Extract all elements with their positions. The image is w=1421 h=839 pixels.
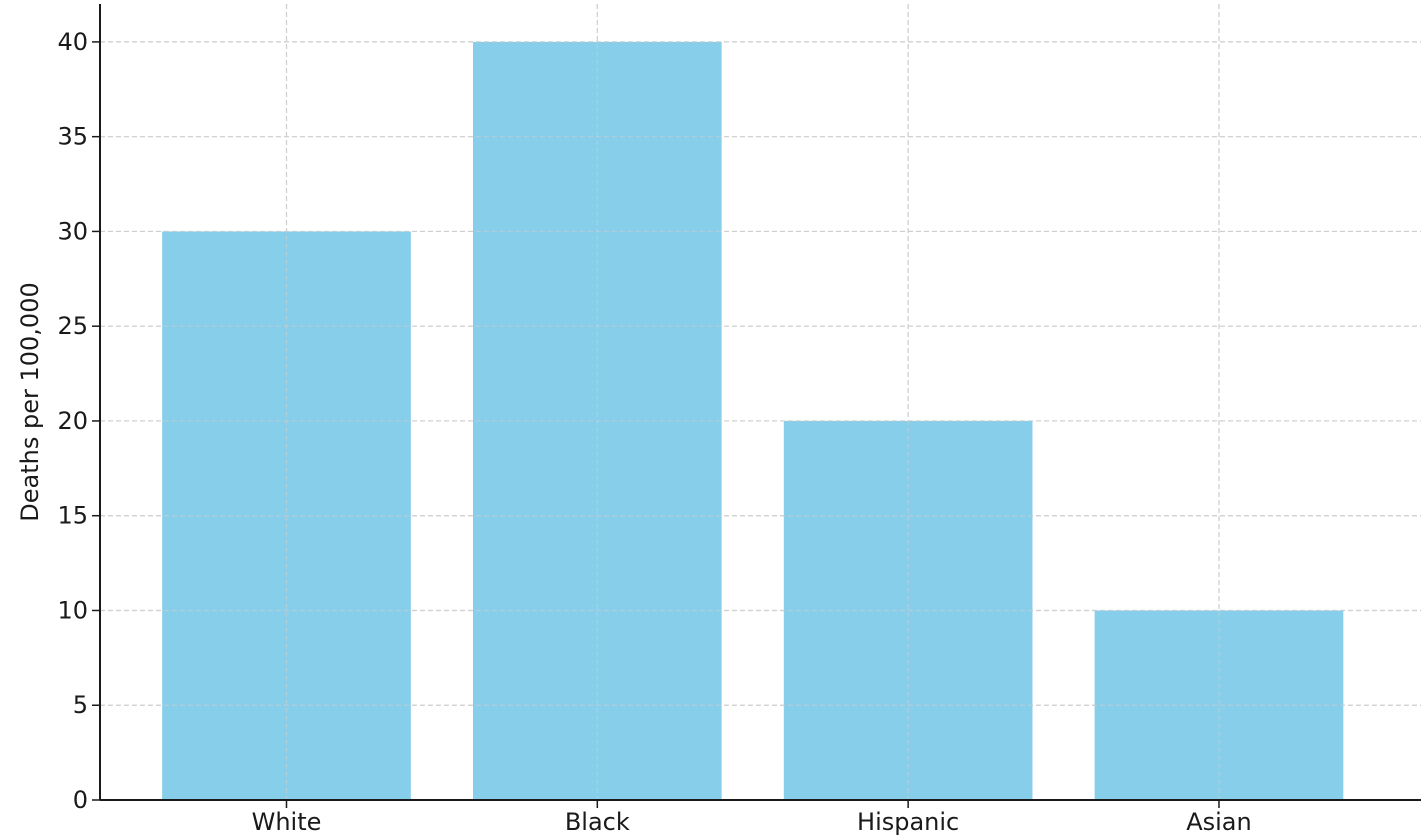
y-tick-label: 20 xyxy=(57,407,88,435)
y-tick-label: 30 xyxy=(57,217,88,245)
y-tick-label: 25 xyxy=(57,312,88,340)
x-tick-label: Asian xyxy=(1186,808,1252,836)
y-tick-label: 5 xyxy=(73,691,88,719)
y-tick-label: 40 xyxy=(57,28,88,56)
x-gridlines xyxy=(285,4,1220,800)
x-tick-label: Black xyxy=(565,808,630,836)
y-tick-label: 0 xyxy=(73,786,88,814)
gridline-overlay xyxy=(100,4,1421,800)
y-tick-label: 10 xyxy=(57,596,88,624)
y-tick-label: 15 xyxy=(57,502,88,530)
x-ticks: White Black Hispanic Asian xyxy=(252,800,1252,836)
y-axis-title: Deaths per 100,000 xyxy=(16,282,44,521)
x-tick-label: Hispanic xyxy=(857,808,959,836)
y-ticks: 0 5 10 15 20 25 30 35 40 xyxy=(57,28,100,814)
x-tick-label: White xyxy=(252,808,322,836)
y-tick-label: 35 xyxy=(57,123,88,151)
